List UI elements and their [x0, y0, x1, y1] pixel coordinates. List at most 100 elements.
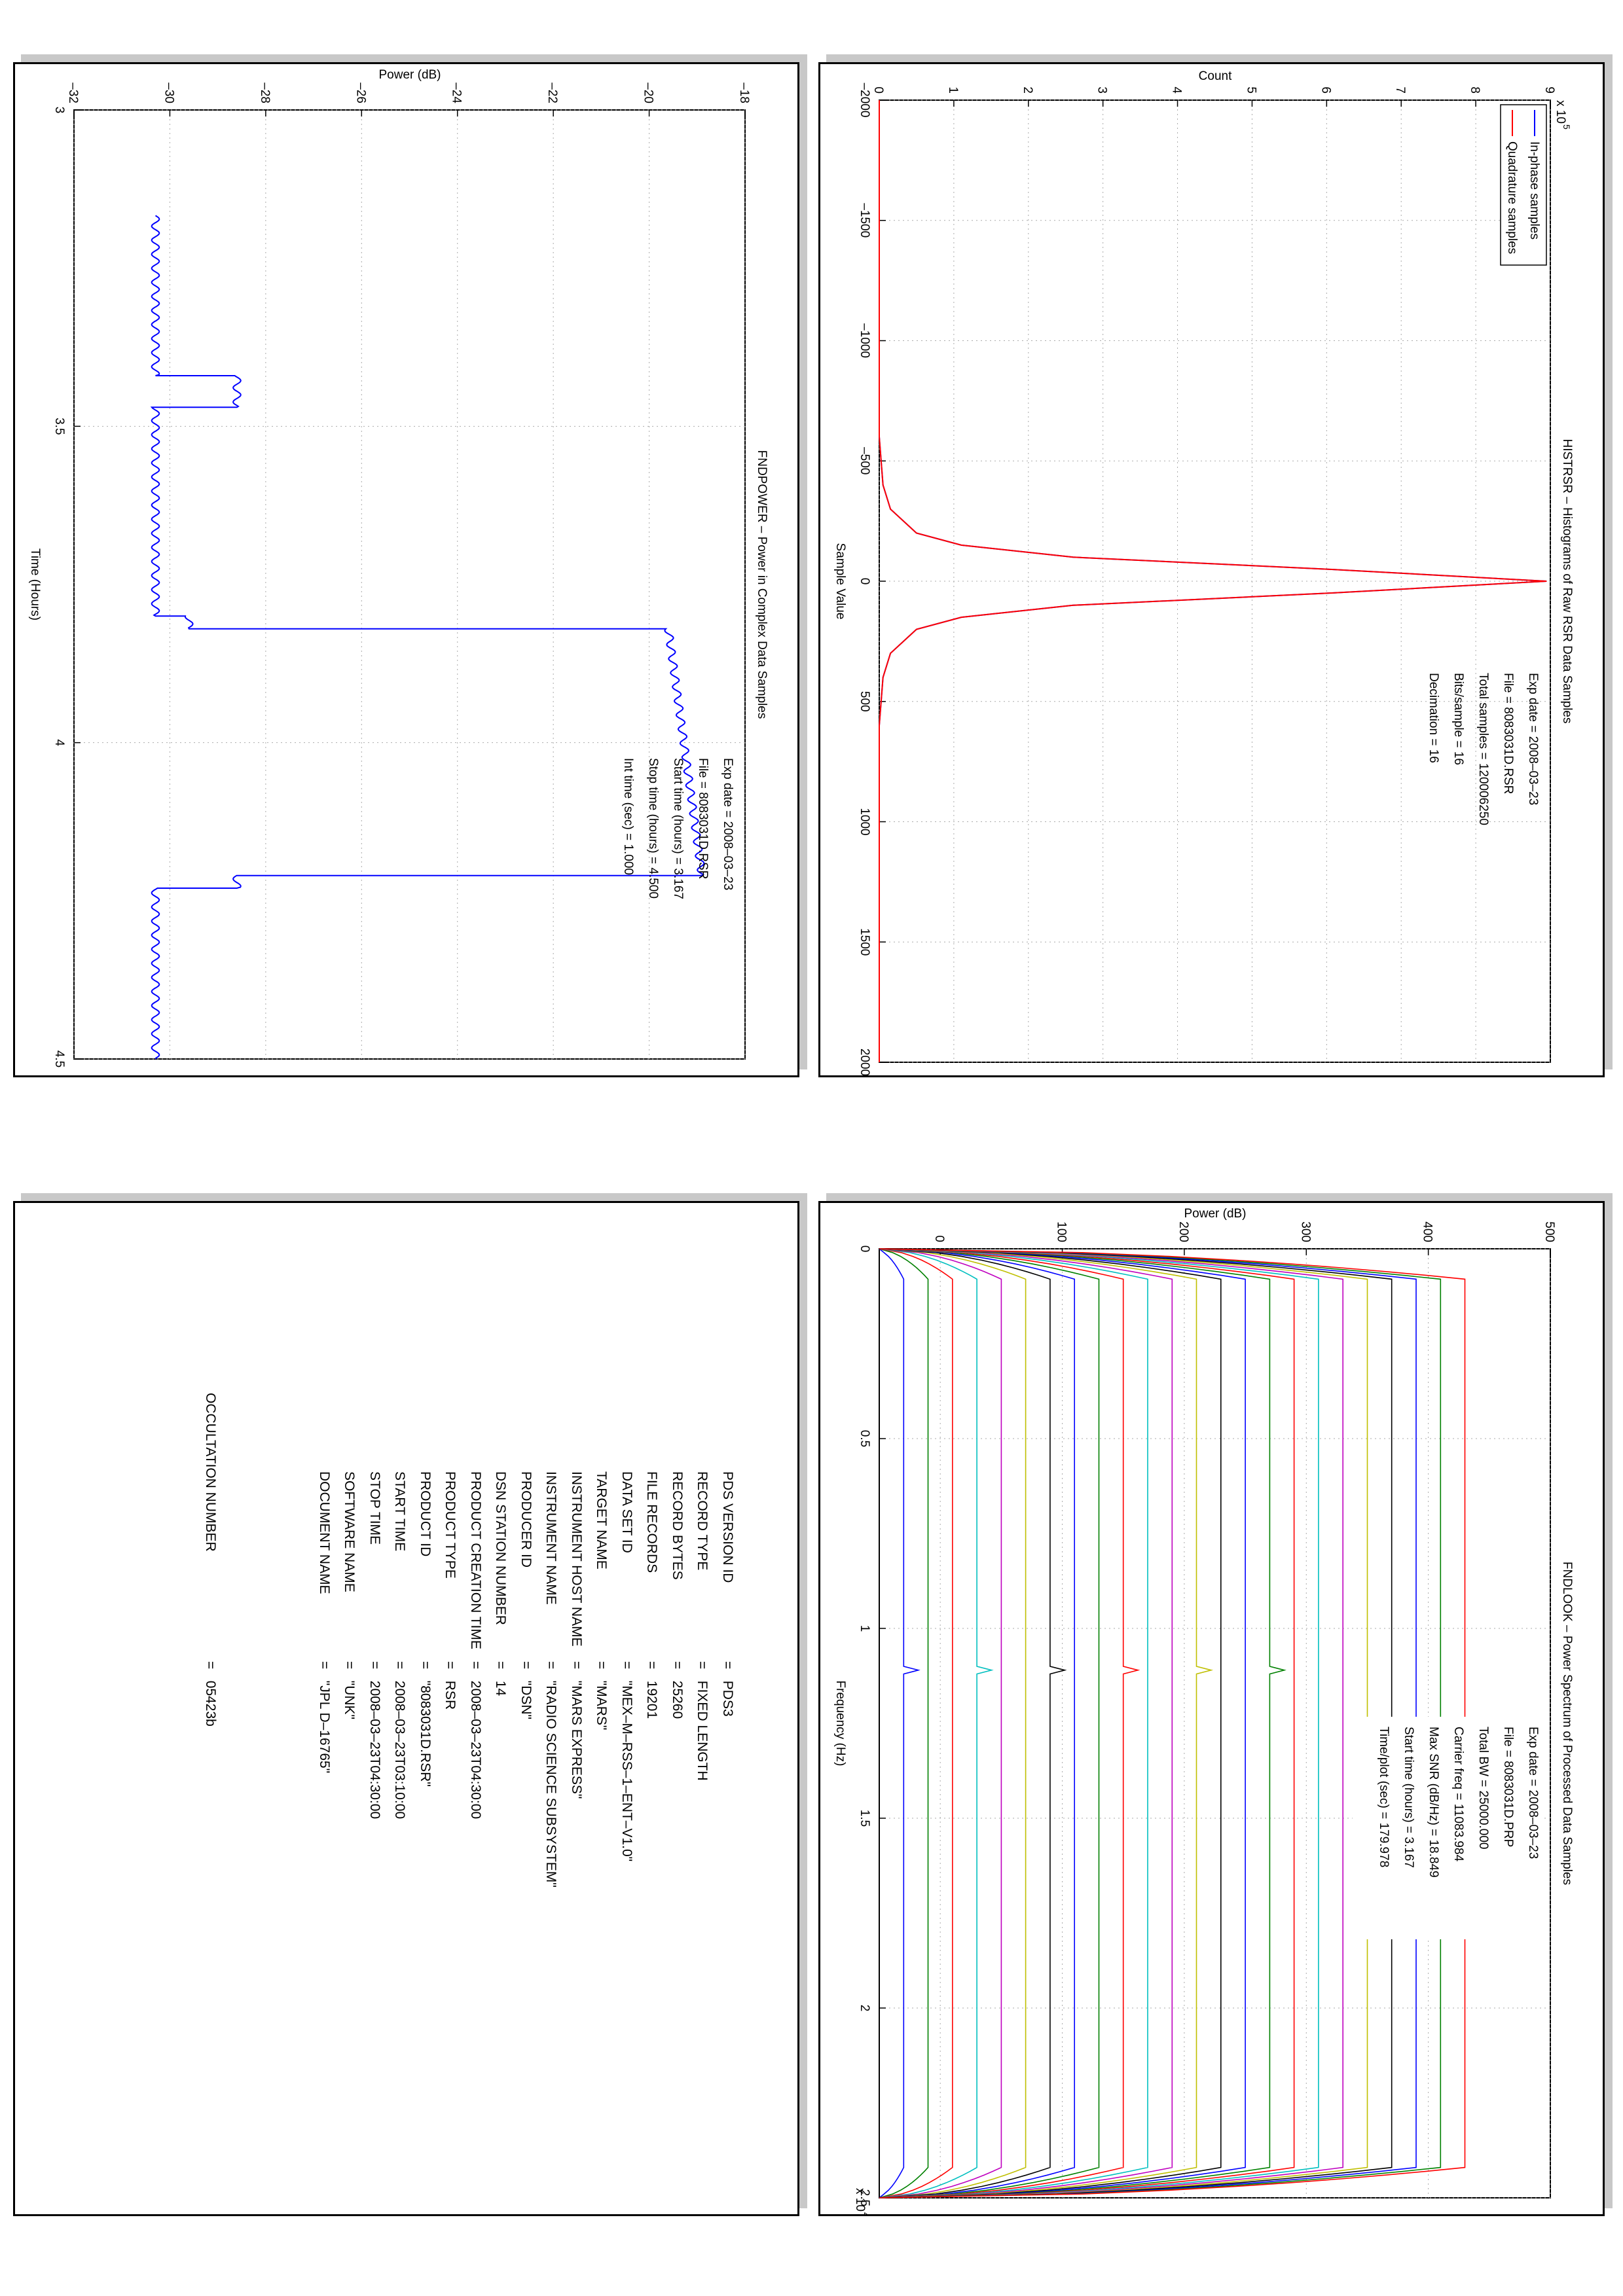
x-tick-label: 3.5: [52, 418, 66, 435]
chart-title: FNDLOOK – Power Spectrum of Processed Da…: [1560, 1562, 1574, 1885]
info-block: Exp date = 2008–03–23 File = 8083031D.PR…: [1353, 1717, 1542, 1939]
info-line: Total samples = 120006250: [1476, 673, 1490, 825]
chart-title: HISTRSR – Histograms of Raw RSR Data Sam…: [1560, 439, 1574, 723]
occultation-key: OCCULTATION NUMBER: [203, 1393, 218, 1552]
y-tick-label: 5: [1244, 86, 1258, 94]
fndpower-panel: FNDPOWER – Power in Complex Data Samples…: [13, 62, 799, 1077]
y-tick-label: –26: [354, 82, 367, 103]
fndpower-chart: FNDPOWER – Power in Complex Data Samples…: [28, 68, 769, 1067]
spectrum-trace: [879, 1248, 1319, 2198]
info-line: Stop time (hours) = 4.500: [646, 758, 660, 899]
x-multiplier-label: x 10: [853, 2188, 867, 2212]
fndlook-marks: 0 0.5 1 1.5 2 2.5 0 100 200 300 400 500: [858, 1221, 1556, 2206]
x-tick-label: –2000: [858, 83, 871, 118]
y-axis-label: Count: [1199, 69, 1232, 83]
label-key: DOCUMENT NAME: [317, 1471, 332, 1594]
info-line: File = 8083031D.RSR: [1501, 673, 1515, 794]
spectrum-trace: [879, 1248, 1344, 2198]
y-axis-label: Power (dB): [1184, 1207, 1246, 1221]
occultation-value: = 05423b: [203, 1661, 218, 1727]
label-value: = "MARS EXPRESS": [569, 1661, 584, 1799]
spectrum-trace: [879, 1248, 1295, 2198]
series-line-quadrature: [879, 100, 1547, 1062]
pds-label-panel: PDS VERSION ID = PDS3 RECORD TYPE = FIXED L…: [13, 1201, 799, 2216]
x-tick-label: 0: [858, 1246, 871, 1253]
spectrum-trace: [879, 1248, 953, 2198]
y-tick-label: –24: [450, 82, 464, 103]
info-line: Exp date = 2008–03–23: [721, 758, 735, 890]
x-tick-label: –500: [858, 447, 871, 475]
spectrum-trace: [879, 1248, 1214, 2198]
y-tick-label: 9: [1542, 86, 1556, 94]
x-tick-label: 0: [858, 578, 871, 585]
label-key: PRODUCT ID: [418, 1471, 433, 1557]
x-tick-label: 4.5: [52, 1050, 66, 1067]
spectrum-trace: [879, 1248, 921, 2198]
label-value: = FIXED LENGTH: [695, 1661, 710, 1781]
label-key: DSN STATION NUMBER: [493, 1471, 509, 1625]
fndpower-figure: FNDPOWER – Power in Complex Data Samples…: [15, 64, 797, 1075]
y-axis-label: Power (dB): [378, 68, 441, 82]
spectrum-trace: [879, 1248, 1076, 2198]
info-line: Exp date = 2008–03–23: [1526, 1727, 1540, 1859]
label-value: = 2008–03–23T04:30:00: [468, 1661, 483, 1820]
x-tick-label: 2: [858, 2005, 871, 2012]
y-tick-label: –18: [737, 82, 751, 103]
info-line: Total BW = 25000.000: [1476, 1727, 1490, 1850]
fndlook-figure: FNDLOOK – Power Spectrum of Processed Da…: [820, 1203, 1603, 2214]
spectrum-trace: [879, 1248, 994, 2198]
label-value: = "MEX–M–RSS–1–ENT–V1.0": [619, 1661, 634, 1862]
label-key: PDS VERSION ID: [720, 1471, 735, 1583]
info-line: Decimation = 16: [1427, 673, 1440, 763]
x-axis-label: Time (Hours): [28, 548, 42, 620]
pds-label-page: PDS VERSION ID = PDS3 RECORD TYPE = FIXED L…: [15, 1203, 797, 2214]
y-multiplier-exponent: 5: [1561, 124, 1572, 130]
label-value: = 2008–03–23T03:10:00: [392, 1661, 408, 1820]
spectrum-trace: [879, 1248, 1173, 2198]
y-tick-label: 0: [932, 1235, 946, 1242]
x-tick-label: 1: [858, 1625, 871, 1632]
spectrum-trace: [879, 1248, 1002, 2198]
y-tick-label: –28: [258, 82, 272, 103]
label-key: SOFTWARE NAME: [342, 1471, 357, 1592]
info-line: Exp date = 2008–03–23: [1526, 673, 1540, 805]
label-key: RECORD BYTES: [670, 1471, 685, 1580]
x-axis-label: Frequency (Hz): [833, 1681, 847, 1767]
info-line: Max SNR (dB/Hz) = 18.849: [1427, 1727, 1440, 1878]
spectrum-trace: [879, 1248, 1027, 2198]
histrsr-panel: HISTRSR – Histograms of Raw RSR Data Sam…: [818, 62, 1605, 1077]
fndlook-panel: FNDLOOK – Power Spectrum of Processed Da…: [818, 1201, 1605, 2216]
info-backdrop: [1353, 1717, 1542, 1939]
label-value: = RSR: [443, 1661, 458, 1710]
y-tick-label: –20: [642, 82, 655, 103]
power-series-line: [150, 215, 705, 1060]
info-block: Exp date = 2008–03–23 File = 8083031D.RS…: [621, 758, 735, 899]
label-key: RECORD TYPE: [695, 1471, 710, 1571]
spectrum-trace: [879, 1248, 929, 2198]
legend-label-inphase: In-phase samples: [1527, 141, 1541, 240]
label-key: FILE RECORDS: [644, 1471, 660, 1573]
y-multiplier-label: x 10: [1554, 100, 1567, 124]
y-tick-label: 4: [1170, 86, 1184, 94]
y-tick-label: 200: [1176, 1221, 1190, 1242]
label-value: = "8083031D.RSR": [418, 1661, 433, 1787]
y-tick-label: 2: [1021, 86, 1034, 94]
label-value: = "JPL D–16765": [317, 1661, 332, 1774]
x-tick-label: –1000: [858, 323, 871, 358]
label-key: STOP TIME: [367, 1471, 382, 1545]
x-tick-label: 3: [52, 107, 66, 114]
info-line: Start time (hours) = 3.167: [1402, 1727, 1415, 1868]
x-tick-label: 2000: [858, 1049, 871, 1075]
y-tick-label: –32: [66, 82, 80, 103]
y-tick-label: –22: [545, 82, 559, 103]
spectrum-trace: [879, 1248, 1100, 2198]
x-tick-label: 500: [858, 691, 871, 712]
label-value: = "RADIO SCIENCE SUBSYSTEM": [543, 1661, 559, 1888]
label-value: = 2008–03–23T04:30:00: [367, 1661, 382, 1820]
histrsr-figure: HISTRSR – Histograms of Raw RSR Data Sam…: [820, 64, 1603, 1075]
label-key: DATA SET ID: [619, 1471, 634, 1553]
histrsr-chart: HISTRSR – Histograms of Raw RSR Data Sam…: [833, 69, 1574, 1075]
label-key: PRODUCT CREATION TIME: [468, 1471, 483, 1649]
legend-label-quadrature: Quadrature samples: [1505, 141, 1519, 254]
x-tick-label: 1000: [858, 808, 871, 835]
